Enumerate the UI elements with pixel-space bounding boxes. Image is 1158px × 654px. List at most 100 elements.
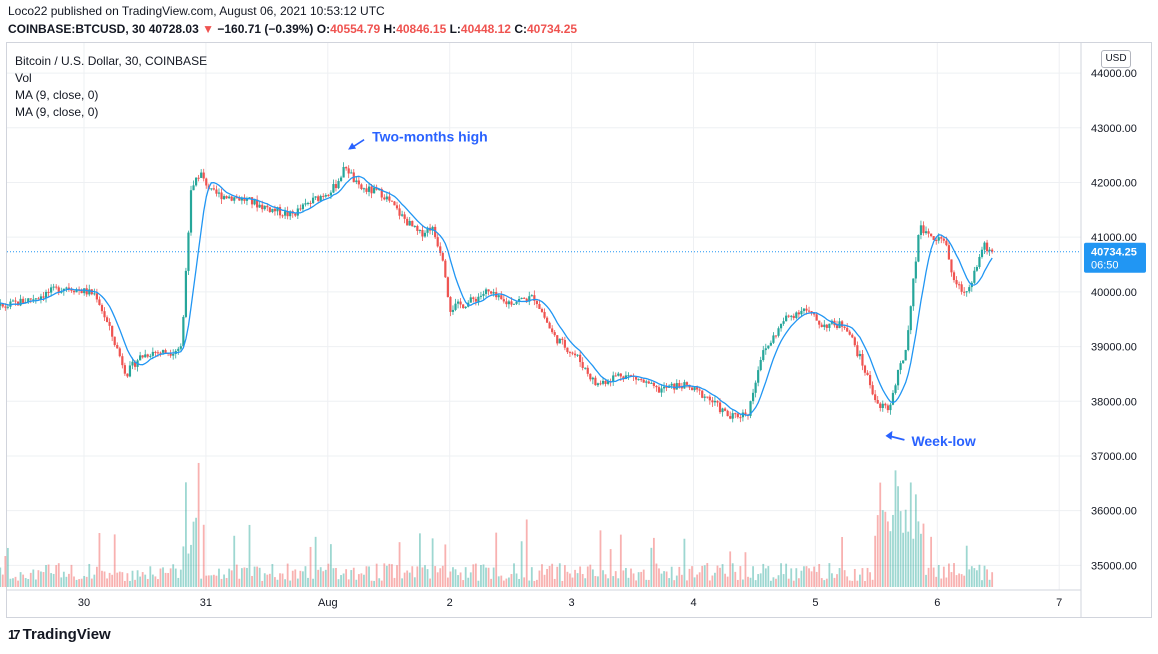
candle-body xyxy=(281,215,284,217)
volume-bar xyxy=(474,563,477,587)
volume-bar xyxy=(179,569,182,587)
candle-body xyxy=(390,200,394,202)
volume-bar xyxy=(187,553,190,587)
candle-body xyxy=(909,306,912,331)
candle-body xyxy=(818,320,821,325)
time-tick-label: 3 xyxy=(569,597,575,609)
candle-body xyxy=(963,291,966,293)
candle-body xyxy=(907,330,910,350)
volume-bar xyxy=(40,571,42,587)
volume-bar xyxy=(462,580,465,587)
candle-body xyxy=(528,296,531,302)
volume-bar xyxy=(212,574,215,587)
volume-bar xyxy=(986,569,988,587)
volume-bar xyxy=(83,575,86,587)
candle-body xyxy=(795,312,798,319)
candle-body xyxy=(530,295,533,297)
volume-bar xyxy=(485,567,487,587)
annotation-week-low: Week-low xyxy=(911,433,975,449)
candle-body xyxy=(355,180,358,182)
candle-body xyxy=(4,306,7,308)
legend-ma-1[interactable]: MA (9, close, 0) xyxy=(15,88,99,102)
volume-bar xyxy=(253,566,256,587)
volume-bar xyxy=(421,567,424,587)
candle-body xyxy=(83,288,86,294)
volume-bar xyxy=(505,578,508,587)
volume-bar xyxy=(230,570,233,587)
volume-bar xyxy=(185,482,187,587)
candle-body xyxy=(194,177,198,186)
time-tick-label: 5 xyxy=(812,597,818,609)
volume-bar xyxy=(584,578,587,587)
candle-body xyxy=(553,332,556,336)
legend-vol[interactable]: Vol xyxy=(15,71,32,85)
candle-body xyxy=(431,226,434,231)
volume-bar xyxy=(352,567,355,587)
volume-bar xyxy=(551,563,554,587)
volume-bar xyxy=(129,580,131,587)
candle-body xyxy=(828,323,831,328)
candle-body xyxy=(276,207,279,212)
time-tick-label: Aug xyxy=(318,597,338,609)
volume-bar xyxy=(266,574,269,587)
volume-bar xyxy=(973,568,976,587)
volume-bar xyxy=(60,577,63,587)
candle-body xyxy=(749,401,752,416)
candle-body xyxy=(212,188,215,190)
volume-bar xyxy=(991,572,994,587)
candle-body xyxy=(337,180,340,189)
candle-body xyxy=(863,365,867,373)
volume-bar xyxy=(879,482,882,587)
high-label: H: xyxy=(383,22,397,36)
volume-bar xyxy=(574,569,576,587)
volume-bar xyxy=(464,567,467,587)
candle-body xyxy=(891,392,895,405)
candle-body xyxy=(573,353,577,356)
volume-bar xyxy=(317,569,320,587)
volume-bar xyxy=(391,564,393,587)
volume-bar xyxy=(958,573,960,587)
legend-ma-2[interactable]: MA (9, close, 0) xyxy=(15,105,99,119)
volume-bar xyxy=(546,568,548,587)
volume-bar xyxy=(670,566,673,587)
candle-body xyxy=(899,363,902,370)
candle-body xyxy=(319,195,322,201)
volume-bar xyxy=(200,578,203,587)
volume-bar xyxy=(383,563,386,587)
candle-body xyxy=(764,348,767,351)
volume-bar xyxy=(869,572,871,587)
candle-body xyxy=(779,323,783,329)
candle-body xyxy=(32,299,35,301)
volume-bar xyxy=(80,578,83,587)
candle-body xyxy=(57,287,60,293)
volume-bar xyxy=(757,574,760,587)
volume-bar xyxy=(210,575,213,587)
chart-frame[interactable] xyxy=(6,42,1152,618)
candle-body xyxy=(538,304,541,310)
volume-bar xyxy=(42,572,45,587)
volume-bar xyxy=(95,566,98,587)
volume-bar xyxy=(424,565,426,587)
candle-body xyxy=(11,300,15,302)
volume-bar xyxy=(797,578,800,587)
volume-bar xyxy=(131,570,134,587)
candle-body xyxy=(767,345,770,349)
candle-body xyxy=(568,352,572,354)
candle-body xyxy=(703,396,706,398)
volume-bar xyxy=(368,566,370,587)
volume-bar xyxy=(841,536,843,587)
volume-bar xyxy=(284,579,287,587)
candle-body xyxy=(228,196,231,199)
volume-bar xyxy=(787,578,790,587)
price-tick-label: 36000.00 xyxy=(1091,506,1137,518)
volume-bar xyxy=(449,571,452,587)
volume-bar xyxy=(350,570,353,587)
currency-button[interactable]: USD xyxy=(1101,50,1131,68)
candle-body xyxy=(411,220,414,227)
close-label: C: xyxy=(514,22,527,36)
volume-bar xyxy=(622,570,625,587)
volume-bar xyxy=(953,563,955,587)
volume-bar xyxy=(599,530,602,587)
volume-bar xyxy=(276,579,279,587)
